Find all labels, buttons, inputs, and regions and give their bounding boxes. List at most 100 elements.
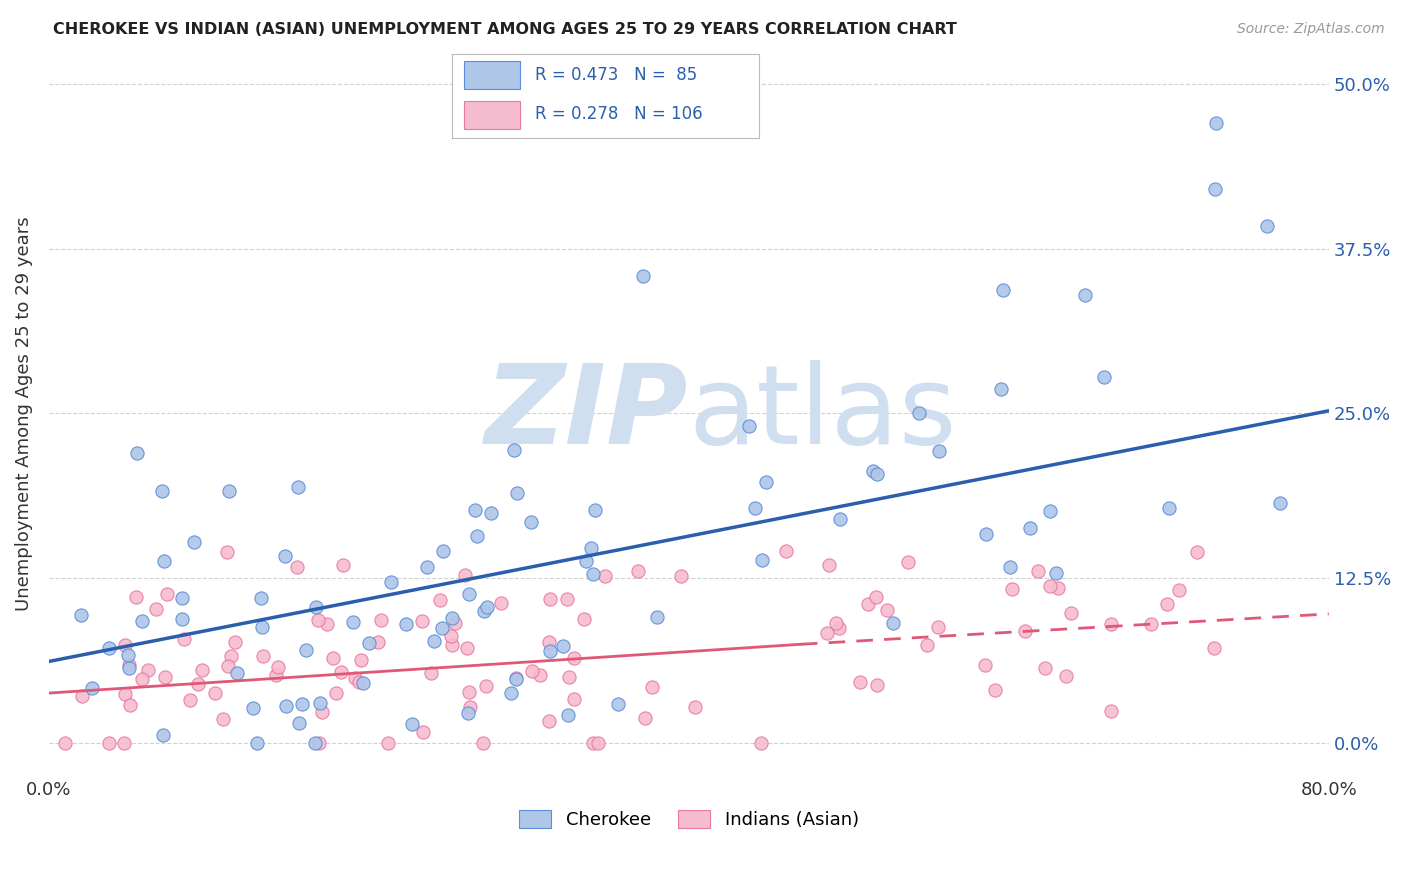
Point: [274, 699, 297, 714]
Point: [415, 560, 437, 574]
Point: [557, 708, 579, 723]
Point: [828, 512, 851, 526]
Point: [817, 558, 839, 573]
Point: [582, 566, 605, 581]
Point: [538, 644, 561, 658]
Point: [145, 602, 167, 616]
Point: [217, 545, 239, 559]
Point: [479, 506, 502, 520]
Point: [311, 705, 333, 719]
Point: [285, 560, 308, 574]
Point: [322, 651, 344, 665]
Point: [1202, 641, 1225, 656]
Point: [204, 686, 226, 700]
Point: [266, 668, 288, 682]
Point: [927, 620, 949, 634]
Legend: Cherokee, Indians (Asian): Cherokee, Indians (Asian): [512, 802, 866, 836]
Point: [557, 592, 579, 607]
Point: [420, 665, 443, 680]
Point: [394, 617, 416, 632]
Point: [1204, 182, 1226, 196]
Point: [1047, 581, 1070, 595]
Point: [475, 679, 498, 693]
Y-axis label: Unemployment Among Ages 25 to 29 years: Unemployment Among Ages 25 to 29 years: [15, 216, 32, 611]
Point: [645, 610, 668, 624]
Text: Source: ZipAtlas.com: Source: ZipAtlas.com: [1237, 22, 1385, 37]
Point: [1156, 597, 1178, 611]
Point: [114, 638, 136, 652]
Point: [429, 593, 451, 607]
Point: [457, 706, 479, 720]
Point: [627, 565, 650, 579]
Point: [224, 635, 246, 649]
Point: [551, 639, 574, 653]
Point: [1187, 545, 1209, 559]
Point: [444, 616, 467, 631]
Point: [499, 686, 522, 700]
Point: [749, 736, 772, 750]
Point: [1033, 661, 1056, 675]
Point: [294, 643, 316, 657]
Point: [179, 692, 201, 706]
Point: [1045, 566, 1067, 581]
Point: [172, 591, 194, 606]
Point: [464, 502, 486, 516]
Point: [1205, 116, 1227, 130]
Point: [848, 675, 870, 690]
Point: [183, 535, 205, 549]
Point: [440, 611, 463, 625]
Point: [475, 599, 498, 614]
Point: [520, 515, 543, 529]
Point: [472, 604, 495, 618]
Point: [267, 659, 290, 673]
Point: [287, 480, 309, 494]
Point: [876, 603, 898, 617]
Point: [401, 716, 423, 731]
Point: [153, 554, 176, 568]
Point: [112, 736, 135, 750]
Point: [1060, 607, 1083, 621]
Point: [1039, 504, 1062, 518]
Point: [217, 659, 239, 673]
Point: [458, 685, 481, 699]
Point: [529, 668, 551, 682]
Text: ZIP: ZIP: [485, 360, 689, 467]
Point: [212, 712, 235, 726]
Point: [907, 406, 929, 420]
Point: [751, 553, 773, 567]
Point: [274, 549, 297, 564]
Point: [489, 596, 512, 610]
Point: [82, 681, 104, 695]
Point: [1014, 624, 1036, 638]
Point: [440, 638, 463, 652]
Point: [1039, 579, 1062, 593]
Point: [1270, 496, 1292, 510]
Point: [136, 663, 159, 677]
Point: [1073, 288, 1095, 302]
Point: [352, 676, 374, 690]
Point: [815, 625, 838, 640]
Point: [412, 725, 434, 739]
Point: [1092, 370, 1115, 384]
Point: [993, 283, 1015, 297]
Point: [350, 652, 373, 666]
Point: [990, 382, 1012, 396]
Point: [562, 691, 585, 706]
Point: [974, 527, 997, 541]
Point: [343, 671, 366, 685]
Point: [520, 664, 543, 678]
Point: [291, 697, 314, 711]
Point: [118, 657, 141, 672]
Point: [370, 613, 392, 627]
Point: [537, 714, 560, 728]
Point: [131, 614, 153, 628]
Point: [582, 736, 605, 750]
Point: [1001, 582, 1024, 596]
Point: [380, 575, 402, 590]
Point: [683, 699, 706, 714]
Point: [347, 675, 370, 690]
Point: [738, 418, 761, 433]
Point: [377, 736, 399, 750]
Point: [538, 634, 561, 648]
Point: [440, 629, 463, 643]
